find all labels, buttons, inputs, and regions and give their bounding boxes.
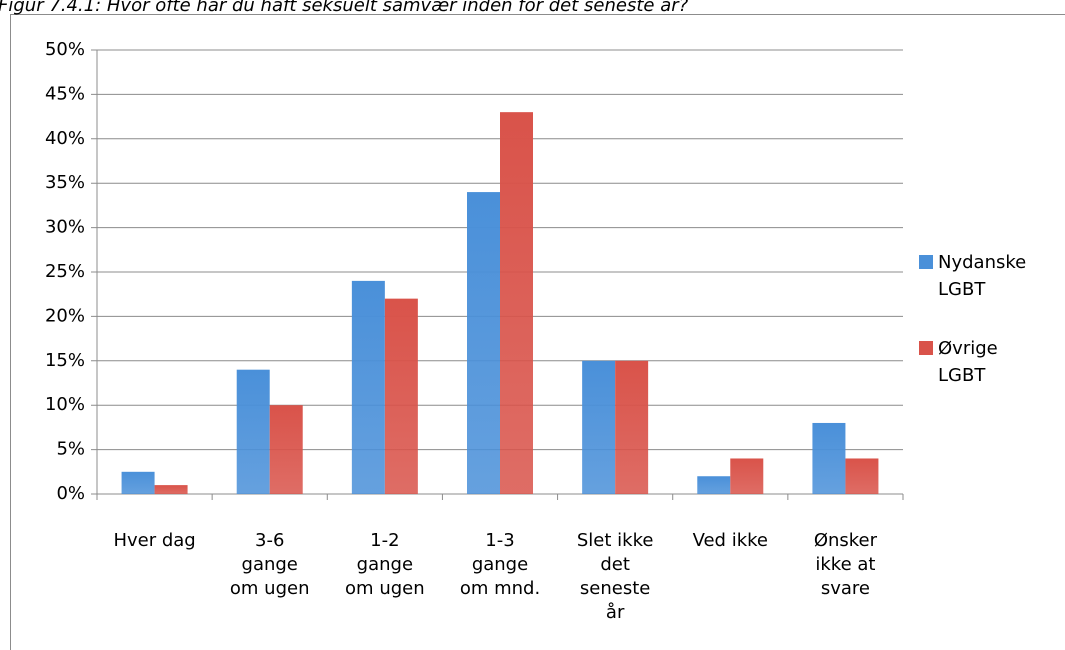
legend-swatch	[919, 341, 933, 355]
y-tick-label: 50%	[45, 39, 85, 60]
chart-frame	[10, 14, 1065, 650]
bar	[730, 458, 764, 494]
x-tick-label: 1-2 gange om ugen	[345, 530, 425, 599]
x-tick-label: Ved ikke	[693, 530, 768, 551]
y-tick-label: 5%	[56, 439, 85, 460]
y-tick-label: 25%	[45, 261, 85, 282]
bar	[351, 280, 385, 494]
bar	[697, 476, 731, 494]
legend-swatch	[919, 255, 933, 269]
y-tick-label: 45%	[45, 83, 85, 104]
x-tick-label: 1-3 gange om mnd.	[460, 530, 540, 599]
bar	[269, 405, 303, 494]
bar	[467, 192, 500, 494]
bar	[812, 422, 846, 494]
y-tick-label: 10%	[45, 394, 85, 415]
y-tick-label: 40%	[45, 128, 85, 149]
y-tick-label: 0%	[56, 483, 85, 504]
bar	[845, 458, 879, 494]
y-tick-label: 30%	[45, 217, 85, 238]
bar	[582, 360, 616, 494]
x-tick-label: Hver dag	[113, 530, 195, 551]
legend-label: Nydanske LGBT	[938, 252, 1026, 300]
legend-label: Øvrige LGBT	[938, 338, 998, 386]
chart-title: Figur 7.4.1: Hvor ofte har du haft seksu…	[0, 0, 689, 16]
bar	[384, 298, 418, 494]
bar	[154, 485, 188, 494]
bar	[121, 471, 155, 494]
bar	[500, 112, 533, 494]
bar	[615, 360, 649, 494]
y-tick-label: 15%	[45, 350, 85, 371]
x-tick-label: Slet ikke det seneste år	[577, 530, 654, 623]
y-tick-label: 20%	[45, 305, 85, 326]
y-tick-label: 35%	[45, 172, 85, 193]
bar	[236, 369, 270, 494]
x-tick-label: 3-6 gange om ugen	[230, 530, 310, 599]
x-tick-label: Ønsker ikke at svare	[814, 530, 878, 599]
